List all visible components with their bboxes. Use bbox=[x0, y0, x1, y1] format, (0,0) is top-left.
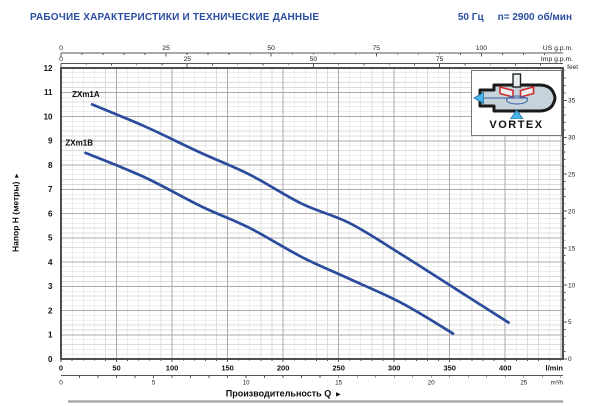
svg-text:75: 75 bbox=[436, 56, 444, 63]
svg-text:0: 0 bbox=[59, 364, 63, 373]
svg-text:20: 20 bbox=[428, 380, 435, 387]
flow-arrow-out-icon bbox=[473, 91, 484, 105]
speed-label: n= 2900 об/мин bbox=[497, 12, 572, 23]
series-labels: ZXm1A ZXm1B bbox=[65, 90, 99, 148]
svg-text:3: 3 bbox=[48, 282, 53, 291]
pump-shaft bbox=[512, 73, 522, 88]
svg-text:100: 100 bbox=[166, 364, 179, 373]
svg-text:250: 250 bbox=[332, 364, 345, 373]
svg-text:Производительность Q▸: Производительность Q ▸ bbox=[226, 389, 341, 399]
svg-text:25: 25 bbox=[568, 171, 576, 178]
svg-text:400: 400 bbox=[499, 364, 512, 373]
svg-text:75: 75 bbox=[372, 45, 380, 52]
top-axis-imp-gpm: 0 25 50 75 Imp g.p.m. bbox=[59, 56, 573, 67]
svg-text:7: 7 bbox=[48, 185, 53, 194]
svg-text:35: 35 bbox=[568, 98, 576, 105]
svg-text:0: 0 bbox=[48, 355, 53, 364]
flow-arrow-in-icon bbox=[510, 109, 524, 119]
svg-text:5: 5 bbox=[48, 234, 53, 243]
plot-border bbox=[60, 67, 564, 360]
svg-text:0: 0 bbox=[59, 380, 63, 387]
right-axis-feet: 0 5 10 15 20 25 30 35 feet bbox=[563, 64, 578, 363]
svg-text:0: 0 bbox=[59, 56, 63, 63]
svg-text:Imp g.p.m.: Imp g.p.m. bbox=[541, 56, 573, 63]
top-axis-us-gpm: 0 25 50 75 100 US g.p.m. bbox=[59, 45, 573, 57]
pump-impeller-blade-right bbox=[519, 85, 535, 99]
svg-text:l/min: l/min bbox=[545, 364, 563, 373]
pump-impeller-blade-left bbox=[499, 85, 514, 99]
svg-text:50: 50 bbox=[267, 45, 275, 52]
svg-text:20: 20 bbox=[568, 208, 576, 215]
x-axis-title: Производительность Q ▸ bbox=[226, 389, 341, 399]
bottom-axis-lmin: 0 50 100 150 200 250 300 350 400 l/min bbox=[59, 359, 563, 373]
svg-text:15: 15 bbox=[335, 380, 342, 387]
svg-text:5: 5 bbox=[152, 380, 156, 387]
y-axis-title: Напор H (метры)▸ bbox=[11, 174, 21, 252]
svg-text:30: 30 bbox=[568, 134, 576, 141]
svg-text:350: 350 bbox=[443, 364, 456, 373]
svg-text:12: 12 bbox=[44, 64, 53, 73]
header-specs: 50 Гц n= 2900 об/мин bbox=[458, 12, 572, 23]
svg-text:15: 15 bbox=[568, 245, 576, 252]
svg-text:150: 150 bbox=[221, 364, 234, 373]
curve-label-ZXm1B: ZXm1B bbox=[65, 138, 93, 147]
vortex-label: VORTEX bbox=[489, 119, 544, 131]
svg-text:11: 11 bbox=[44, 88, 53, 97]
svg-text:feet: feet bbox=[567, 64, 578, 71]
svg-text:100: 100 bbox=[476, 45, 488, 52]
vortex-inset: VORTEX bbox=[471, 70, 562, 136]
svg-text:300: 300 bbox=[388, 364, 401, 373]
curve-label-ZXm1A: ZXm1A bbox=[72, 90, 100, 99]
svg-text:US g.p.m.: US g.p.m. bbox=[543, 45, 573, 52]
svg-text:6: 6 bbox=[48, 209, 53, 218]
svg-text:8: 8 bbox=[48, 161, 53, 170]
svg-text:10: 10 bbox=[568, 282, 576, 289]
svg-text:0: 0 bbox=[59, 45, 63, 52]
svg-text:4: 4 bbox=[48, 258, 53, 267]
curve-ZXm1B bbox=[84, 151, 455, 335]
svg-text:2: 2 bbox=[48, 306, 53, 315]
vortex-swirl bbox=[506, 95, 528, 105]
page-title: РАБОЧИЕ ХАРАКТЕРИСТИКИ И ТЕХНИЧЕСКИЕ ДАН… bbox=[30, 12, 320, 23]
svg-text:0: 0 bbox=[568, 356, 572, 363]
bottom-axis-m3h: 0 5 10 15 20 25 m³/h bbox=[59, 375, 564, 387]
svg-text:m³/h: m³/h bbox=[551, 380, 564, 387]
svg-text:9: 9 bbox=[48, 137, 53, 146]
svg-text:25: 25 bbox=[162, 45, 170, 52]
svg-text:50: 50 bbox=[310, 56, 318, 63]
curve-ZXm1A bbox=[90, 103, 510, 324]
svg-text:1: 1 bbox=[48, 331, 53, 340]
svg-text:10: 10 bbox=[44, 112, 53, 121]
series-curves bbox=[84, 103, 510, 335]
svg-text:200: 200 bbox=[277, 364, 290, 373]
svg-text:25: 25 bbox=[183, 56, 191, 63]
frequency-label: 50 Гц bbox=[457, 12, 484, 23]
svg-text:Напор H (метры)▸: Напор H (метры)▸ bbox=[11, 174, 21, 252]
vortex-pump-diagram bbox=[473, 73, 557, 119]
svg-text:25: 25 bbox=[520, 380, 527, 387]
svg-text:5: 5 bbox=[568, 319, 572, 326]
svg-text:50: 50 bbox=[112, 364, 120, 373]
svg-text:10: 10 bbox=[243, 380, 250, 387]
